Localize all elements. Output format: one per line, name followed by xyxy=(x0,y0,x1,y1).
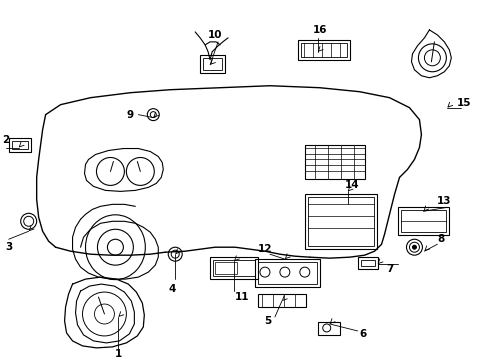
Bar xyxy=(304,144,364,179)
Text: 16: 16 xyxy=(312,25,326,35)
Text: 5: 5 xyxy=(264,316,271,326)
Bar xyxy=(210,257,258,279)
Bar xyxy=(317,322,339,335)
Text: 15: 15 xyxy=(456,98,470,108)
Bar xyxy=(12,140,28,149)
Bar xyxy=(203,58,222,70)
Bar xyxy=(297,40,349,60)
Bar xyxy=(9,138,31,152)
Bar xyxy=(304,194,376,249)
Text: 2: 2 xyxy=(2,135,9,145)
Bar xyxy=(397,207,448,235)
Text: 11: 11 xyxy=(234,292,249,302)
Text: 1: 1 xyxy=(115,349,122,359)
Text: 14: 14 xyxy=(344,180,358,190)
Bar xyxy=(254,259,319,287)
Bar xyxy=(400,210,446,232)
Bar xyxy=(300,43,346,57)
Text: 3: 3 xyxy=(5,242,12,252)
Circle shape xyxy=(411,245,416,249)
Bar xyxy=(200,55,224,73)
Bar xyxy=(307,197,373,246)
Text: 6: 6 xyxy=(358,329,366,339)
Text: 9: 9 xyxy=(126,110,134,120)
Bar xyxy=(215,262,237,274)
Bar xyxy=(258,294,305,307)
Text: 10: 10 xyxy=(207,30,222,40)
Bar xyxy=(213,260,254,276)
Bar xyxy=(360,260,374,266)
Text: 4: 4 xyxy=(168,284,176,294)
Bar xyxy=(357,257,377,269)
Text: 8: 8 xyxy=(437,234,444,244)
Text: 12: 12 xyxy=(257,244,272,254)
Text: 13: 13 xyxy=(436,196,451,206)
Text: 7: 7 xyxy=(385,264,392,274)
Bar xyxy=(258,262,316,284)
